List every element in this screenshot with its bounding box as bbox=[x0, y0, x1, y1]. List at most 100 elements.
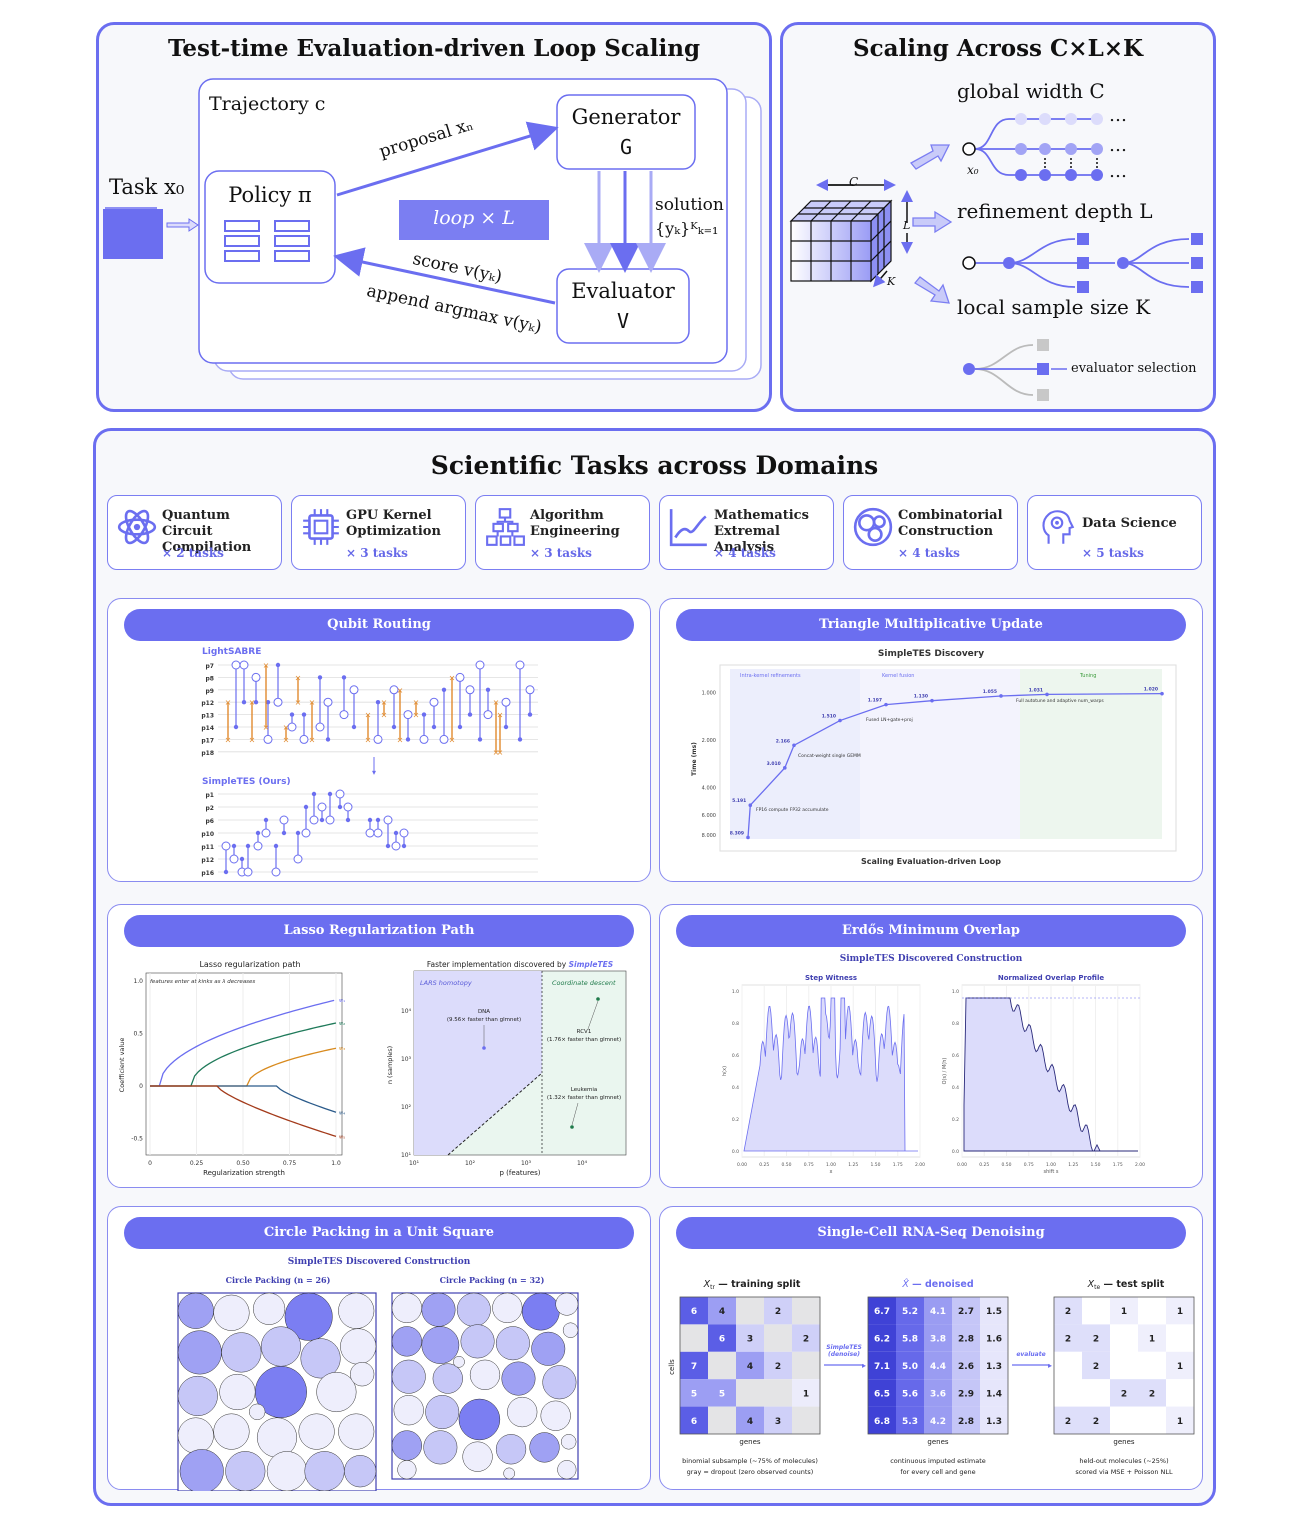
task-card-4: Combinatorial Construction × 4 tasks bbox=[843, 495, 1018, 570]
y-tick: 6.000 bbox=[702, 813, 716, 819]
annotation: Fused LN+gate+proj bbox=[866, 717, 913, 723]
packed-circle bbox=[177, 1417, 214, 1454]
wire-label: p11 bbox=[201, 844, 214, 851]
data-label: 1.197 bbox=[868, 698, 882, 704]
control-dot bbox=[385, 843, 391, 849]
data-point bbox=[1160, 691, 1164, 696]
triangle-card: Triangle Multiplicative Update SimpleTES… bbox=[659, 598, 1203, 882]
packed-circle bbox=[391, 1430, 423, 1461]
ellipsis-2: … bbox=[1109, 135, 1127, 156]
control-dot bbox=[303, 804, 309, 810]
matrix-cell bbox=[868, 1324, 896, 1352]
cell-value: 4 bbox=[747, 1362, 753, 1372]
cube-l-label: L bbox=[903, 219, 911, 232]
swap-mark: × bbox=[493, 748, 500, 757]
cube-icon bbox=[789, 199, 893, 283]
task-name-line1: Data Science bbox=[1082, 516, 1177, 531]
down-arrow-head: ▾ bbox=[372, 768, 376, 777]
region-intra bbox=[730, 669, 860, 839]
target-ring bbox=[349, 685, 359, 695]
series-label: w₅ bbox=[339, 1134, 345, 1140]
matrix-cell bbox=[980, 1379, 1008, 1407]
matrix-cell bbox=[1110, 1297, 1138, 1325]
lasso-series bbox=[150, 1047, 337, 1087]
control-dot bbox=[325, 737, 331, 742]
packed-circle bbox=[462, 1441, 493, 1472]
target-ring bbox=[343, 802, 353, 812]
x-tick: 1.25 bbox=[1068, 1162, 1078, 1168]
packed-circle bbox=[531, 1331, 566, 1366]
target-ring bbox=[271, 867, 281, 877]
control-dot bbox=[485, 687, 491, 692]
cell-value: 2 bbox=[775, 1362, 781, 1372]
series-label: w₁ bbox=[339, 998, 345, 1004]
lasso-series bbox=[150, 1085, 337, 1113]
packed-circle bbox=[391, 1326, 423, 1357]
matrix-cell bbox=[680, 1297, 708, 1325]
packed-circle bbox=[503, 1467, 516, 1480]
control-dot bbox=[337, 804, 343, 810]
packed-circle bbox=[177, 1330, 222, 1375]
rcv1-point bbox=[596, 997, 600, 1001]
lars-region bbox=[414, 971, 542, 1155]
leuk-leader bbox=[571, 1102, 579, 1126]
control-dot bbox=[341, 675, 347, 680]
data-label: 1.510 bbox=[822, 714, 836, 720]
task-name: Quantum Circuit Compilation bbox=[162, 508, 281, 556]
control-dot bbox=[245, 843, 251, 849]
arrow-denoise-label: SimpleTES bbox=[826, 1344, 862, 1351]
right-title-em: SimpleTES bbox=[569, 960, 613, 969]
width-tree bbox=[974, 118, 1101, 176]
task-count: × 2 tasks bbox=[162, 546, 224, 560]
matrix-cell bbox=[708, 1406, 736, 1434]
y-tick: 0.6 bbox=[952, 1053, 959, 1059]
matrix-cell bbox=[924, 1406, 952, 1434]
control-dot bbox=[457, 724, 463, 730]
x-tick: 0.50 bbox=[781, 1162, 791, 1168]
left-title: Lasso regularization path bbox=[199, 960, 300, 969]
solution-set-label: {yₖ}ᴷₖ₌₁ bbox=[655, 219, 719, 238]
title-subscript: te bbox=[1094, 1284, 1100, 1291]
series-line bbox=[747, 693, 1163, 838]
swap-mark: × bbox=[249, 698, 256, 707]
packed-circle bbox=[421, 1326, 460, 1364]
loop-diagram bbox=[103, 78, 762, 380]
data-point bbox=[748, 803, 753, 807]
matrix-cell bbox=[868, 1297, 896, 1325]
control-dot bbox=[431, 724, 437, 730]
genes-label: genes bbox=[927, 1438, 948, 1446]
packed-circle bbox=[340, 1328, 377, 1365]
x-tick: 10³ bbox=[521, 1160, 532, 1167]
x-tick: 10² bbox=[465, 1160, 476, 1167]
x-tick: 2.00 bbox=[1135, 1162, 1145, 1168]
caption-line: continuous imputed estimate bbox=[890, 1457, 986, 1465]
matrix-cell bbox=[952, 1379, 980, 1407]
packed-circle bbox=[298, 1413, 335, 1450]
right-xlabel: p (features) bbox=[499, 1169, 540, 1177]
x-tick: 0.25 bbox=[190, 1160, 204, 1167]
packed-circle bbox=[432, 1363, 463, 1394]
matrix-cell bbox=[1166, 1406, 1194, 1434]
packed-circle bbox=[423, 1430, 458, 1465]
task-name: Algorithm Engineering bbox=[530, 508, 620, 540]
control-dot bbox=[295, 830, 301, 836]
task-name-line1: Algorithm bbox=[530, 508, 604, 523]
lasso-title: Lasso Regularization Path bbox=[124, 915, 634, 947]
evaluator-label: Evaluator bbox=[571, 279, 675, 303]
control-dot bbox=[441, 687, 447, 692]
matrix-cell bbox=[952, 1406, 980, 1434]
packed-circle bbox=[529, 1432, 560, 1463]
swap-mark: × bbox=[449, 673, 456, 682]
swap-mark: × bbox=[365, 735, 372, 744]
packed-circle bbox=[397, 1460, 417, 1480]
lasso-series bbox=[150, 999, 335, 1087]
matrix-cell bbox=[1054, 1351, 1082, 1380]
cell-value: 2 bbox=[1121, 1389, 1127, 1399]
task-count: × 5 tasks bbox=[1082, 546, 1144, 560]
left-ylabel: Coefficient value bbox=[118, 1038, 126, 1093]
caption-line: held-out molecules (~25%) bbox=[1079, 1457, 1168, 1465]
packed-circle bbox=[338, 1413, 375, 1450]
target-ring bbox=[287, 722, 297, 732]
lightsabre-label: LightSABRE bbox=[202, 647, 262, 657]
